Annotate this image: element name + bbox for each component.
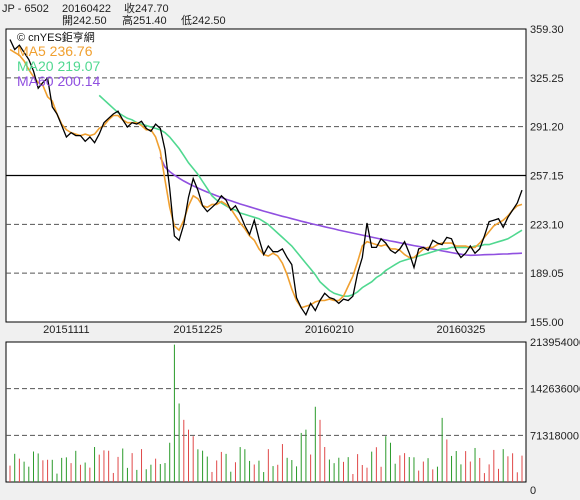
volume-y-tick-label: 71318000 (530, 430, 579, 442)
price-x-tick-label: 20151111 (43, 324, 90, 336)
series-line-ma20 (98, 94, 523, 297)
price-y-tick-label: 291.20 (530, 122, 564, 134)
price-x-tick-label: 20160210 (305, 324, 354, 336)
series-line-price (9, 39, 523, 317)
price-x-tick-label: 20151225 (173, 324, 222, 336)
price-series (9, 39, 523, 317)
close-label: 收247.70 (124, 1, 169, 15)
volume-y-axis: 213954000 142636000 71318000 0 (530, 337, 580, 497)
legend-item: MA20 219.07 (17, 58, 100, 74)
price-y-axis: 359.30 325.25 291.20 257.15 223.10 189.05 155.… (530, 24, 564, 329)
volume-bars (9, 344, 523, 482)
price-y-tick-label: 155.00 (530, 317, 564, 329)
volume-y-tick-label: 213954000 (530, 337, 580, 349)
volume-y-tick-label: 142636000 (530, 384, 580, 396)
volume-grid (6, 388, 526, 436)
volume-panel (5, 341, 527, 483)
price-y-tick-label: 257.15 (530, 171, 564, 183)
high-label: 高251.40 (122, 13, 167, 27)
low-label: 低242.50 (181, 14, 226, 27)
legend-item: MA5 236.76 (17, 43, 93, 59)
source-label: © cnYES鉅亨網 (17, 30, 95, 44)
price-grid (6, 77, 526, 274)
date-label: 20160422 (62, 3, 111, 15)
symbol-label: JP - 6502 (2, 3, 49, 15)
price-x-axis: 20151111 20151225 20160210 20160325 (43, 324, 485, 336)
price-y-tick-label: 325.25 (530, 73, 564, 85)
price-y-tick-label: 359.30 (530, 24, 564, 36)
price-y-tick-label: 189.05 (530, 268, 564, 280)
price-x-tick-label: 20160325 (436, 324, 485, 336)
price-y-tick-label: 223.10 (530, 219, 564, 231)
series-line-ma5 (9, 48, 523, 309)
legend-item: MA60 200.14 (17, 73, 100, 89)
open-label: 開242.50 (62, 14, 107, 27)
volume-y-tick-label: 0 (530, 485, 536, 497)
